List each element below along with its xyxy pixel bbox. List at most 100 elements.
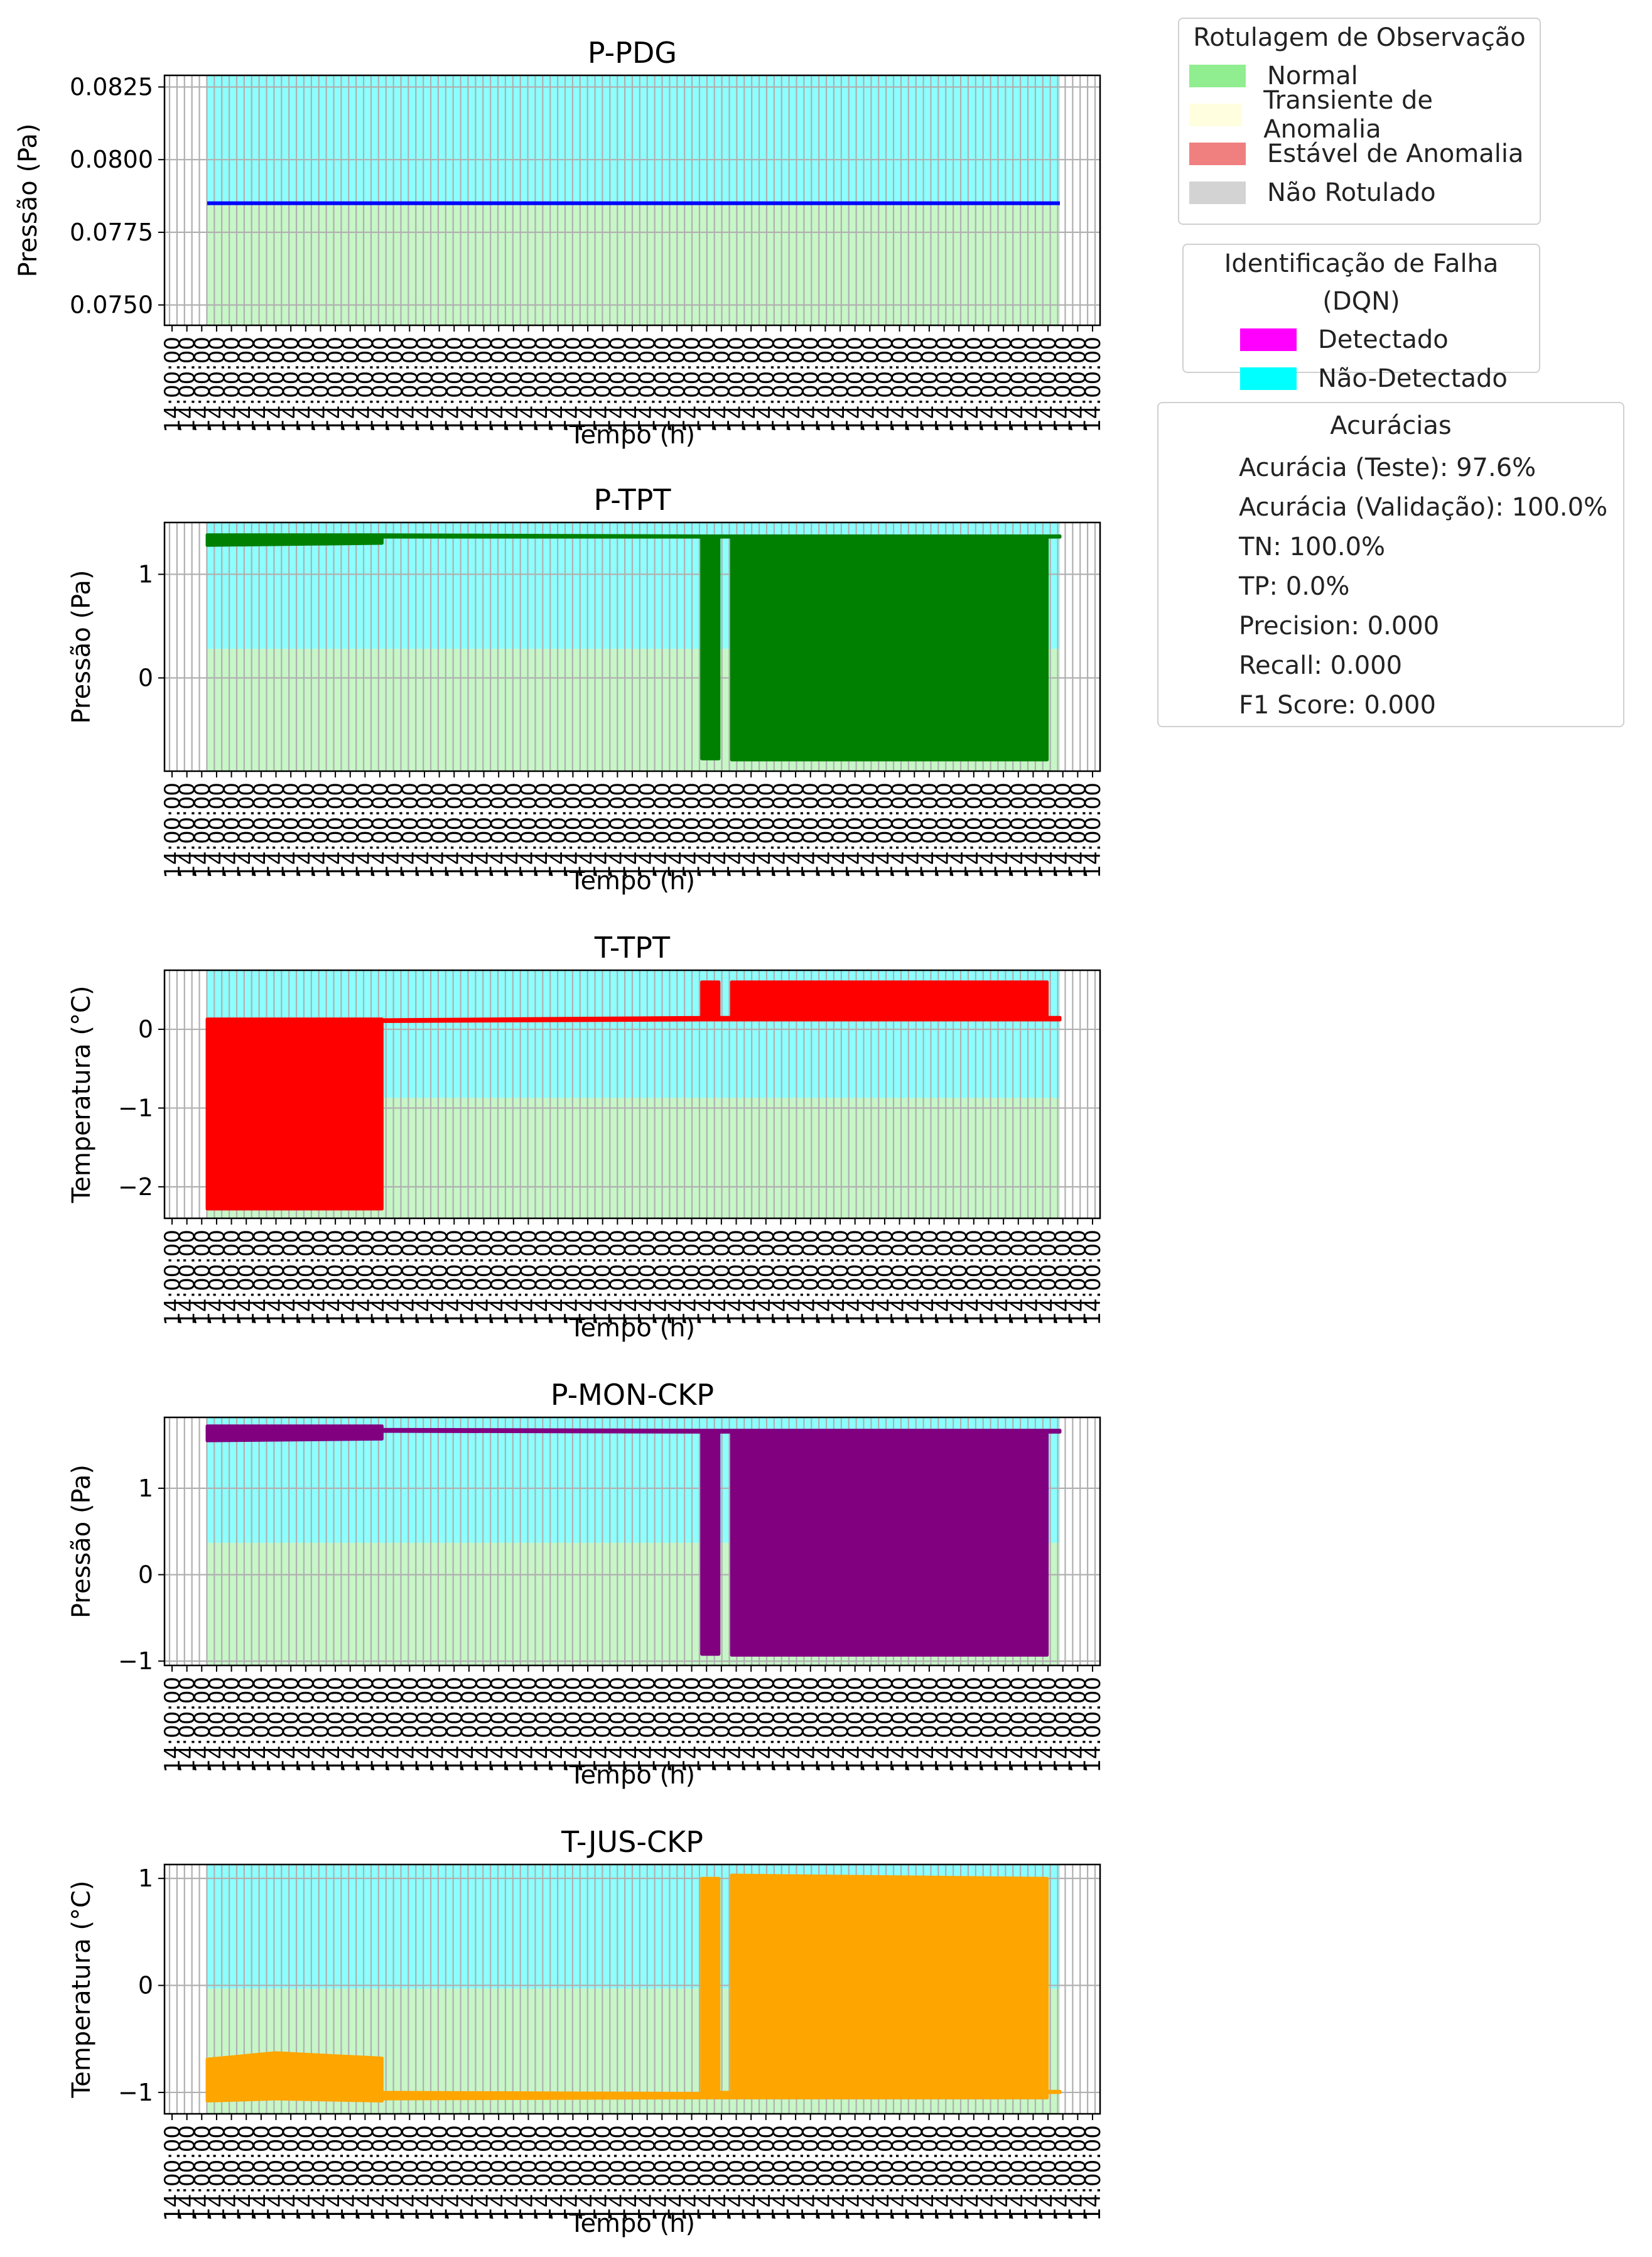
x-tick-label: 14:00:00: [769, 782, 794, 879]
x-tick-label: 14:00:00: [502, 782, 527, 879]
x-tick-label: 14:00:00: [605, 1677, 630, 1773]
x-tick-label: 14:00:00: [843, 1677, 868, 1773]
x-tick-label: 14:00:00: [472, 1677, 497, 1773]
legend-swatch-nao-detectado: [1240, 367, 1297, 390]
x-tick-label: 14:00:00: [175, 2125, 200, 2221]
x-tick-label: 14:00:00: [710, 2125, 735, 2221]
x-tick-label: 14:00:00: [472, 2125, 497, 2221]
x-tick-label: 14:00:00: [828, 782, 853, 879]
x-tick-label: 14:00:00: [353, 2125, 378, 2221]
x-tick-label: 14:00:00: [828, 1677, 853, 1773]
x-tick-label: 14:00:00: [694, 1677, 720, 1773]
x-tick-label: 14:00:00: [308, 1677, 333, 1773]
x-tick-label: 14:00:00: [799, 1677, 824, 1773]
x-tick-label: 14:00:00: [665, 1230, 690, 1326]
y-axis-label: Pressão (Pa): [67, 570, 96, 723]
x-tick-label: 14:00:00: [531, 1230, 556, 1326]
x-tick-label: 14:00:00: [902, 782, 927, 879]
x-tick-label: 14:00:00: [561, 337, 586, 433]
x-tick-label: 14:00:00: [338, 782, 364, 879]
x-tick-label: 14:00:00: [487, 1230, 512, 1326]
x-tick-label: 14:00:00: [472, 782, 497, 879]
x-tick-label: 14:00:00: [976, 2125, 1001, 2221]
x-tick-label: 14:00:00: [902, 337, 927, 433]
x-tick-label: 14:00:00: [769, 337, 794, 433]
x-tick-label: 14:00:00: [1051, 1230, 1076, 1326]
x-tick-label: 14:00:00: [962, 2125, 987, 2221]
x-tick-label: 14:00:00: [991, 1230, 1017, 1326]
x-tick-label: 14:00:00: [680, 1230, 705, 1326]
x-tick-label: 14:00:00: [680, 782, 705, 879]
x-tick-label: 14:00:00: [813, 337, 838, 433]
x-tick-label: 14:00:00: [1036, 337, 1061, 433]
x-tick-label: 14:00:00: [650, 2125, 675, 2221]
x-tick-label: 14:00:00: [279, 337, 304, 433]
x-tick-label: 14:00:00: [665, 782, 690, 879]
x-tick-label: 14:00:00: [1066, 1230, 1091, 1326]
x-tick-labels: 14:00:0014:00:0014:00:0014:00:0014:00:00…: [160, 771, 1106, 879]
x-tick-label: 14:00:00: [531, 782, 556, 879]
x-tick-label: 14:00:00: [858, 1230, 883, 1326]
accuracy-line: F1 Score: 0.000: [1239, 691, 1436, 720]
x-tick-label: 14:00:00: [531, 337, 556, 433]
series-envelope: [205, 1424, 1062, 1657]
x-tick-label: 14:00:00: [308, 1230, 333, 1326]
x-tick-label: 14:00:00: [428, 337, 453, 433]
x-tick-label: 14:00:00: [531, 2125, 556, 2221]
x-tick-label: 14:00:00: [799, 2125, 824, 2221]
x-tick-label: 14:00:00: [442, 782, 467, 879]
x-tick-label: 14:00:00: [947, 1230, 972, 1326]
x-tick-label: 14:00:00: [383, 2125, 408, 2221]
x-tick-label: 14:00:00: [754, 782, 779, 879]
x-tick-label: 14:00:00: [976, 1230, 1001, 1326]
x-tick-label: 14:00:00: [1007, 337, 1032, 433]
x-tick-label: 14:00:00: [591, 2125, 616, 2221]
accuracy-line: Precision: 0.000: [1239, 612, 1440, 641]
x-tick-label: 14:00:00: [472, 1230, 497, 1326]
x-tick-label: 14:00:00: [368, 337, 393, 433]
x-tick-label: 14:00:00: [1066, 782, 1091, 879]
y-axis-label: Temperatura (°C): [67, 1880, 96, 2098]
accuracy-line: Acurácia (Teste): 97.6%: [1239, 453, 1536, 482]
x-tick-label: 14:00:00: [264, 782, 289, 879]
x-tick-label: 14:00:00: [665, 2125, 690, 2221]
x-tick-label: 14:00:00: [413, 1677, 438, 1773]
x-tick-label: 14:00:00: [308, 337, 333, 433]
x-tick-label: 14:00:00: [220, 1230, 245, 1326]
x-tick-label: 14:00:00: [888, 1677, 913, 1773]
x-tick-label: 14:00:00: [383, 1677, 408, 1773]
legend-item-transiente: Transiente de Anomalia: [1179, 86, 1540, 144]
x-tick-label: 14:00:00: [1081, 337, 1106, 433]
x-tick-label: 14:00:00: [843, 1230, 868, 1326]
x-tick-label: 14:00:00: [858, 782, 883, 879]
x-tick-label: 14:00:00: [353, 337, 378, 433]
x-tick-label: 14:00:00: [413, 337, 438, 433]
x-tick-label: 14:00:00: [294, 337, 319, 433]
x-tick-label: 14:00:00: [383, 337, 408, 433]
x-tick-label: 14:00:00: [754, 337, 779, 433]
x-tick-label: 14:00:00: [516, 2125, 541, 2221]
x-tick-label: 14:00:00: [1007, 782, 1032, 879]
legend-swatch-transiente: [1189, 104, 1243, 126]
x-tick-label: 14:00:00: [932, 1230, 958, 1326]
x-axis-label: Tempo (h): [569, 1761, 695, 1790]
x-tick-label: 14:00:00: [502, 2125, 527, 2221]
x-tick-label: 14:00:00: [813, 1677, 838, 1773]
x-tick-label: 14:00:00: [1021, 337, 1046, 433]
x-tick-label: 14:00:00: [591, 1677, 616, 1773]
x-tick-label: 14:00:00: [1036, 782, 1061, 879]
x-axis-label: Tempo (h): [569, 867, 695, 896]
x-tick-label: 14:00:00: [1081, 2125, 1106, 2221]
x-tick-label: 14:00:00: [947, 337, 972, 433]
x-tick-label: 14:00:00: [323, 2125, 348, 2221]
x-tick-label: 14:00:00: [932, 1677, 958, 1773]
x-tick-label: 14:00:00: [635, 2125, 661, 2221]
x-tick-label: 14:00:00: [205, 1230, 230, 1326]
x-tick-label: 14:00:00: [873, 1230, 898, 1326]
x-tick-label: 14:00:00: [353, 782, 378, 879]
y-axis-label: Pressão (Pa): [14, 123, 43, 277]
x-tick-label: 14:00:00: [234, 337, 259, 433]
x-tick-label: 14:00:00: [725, 337, 750, 433]
